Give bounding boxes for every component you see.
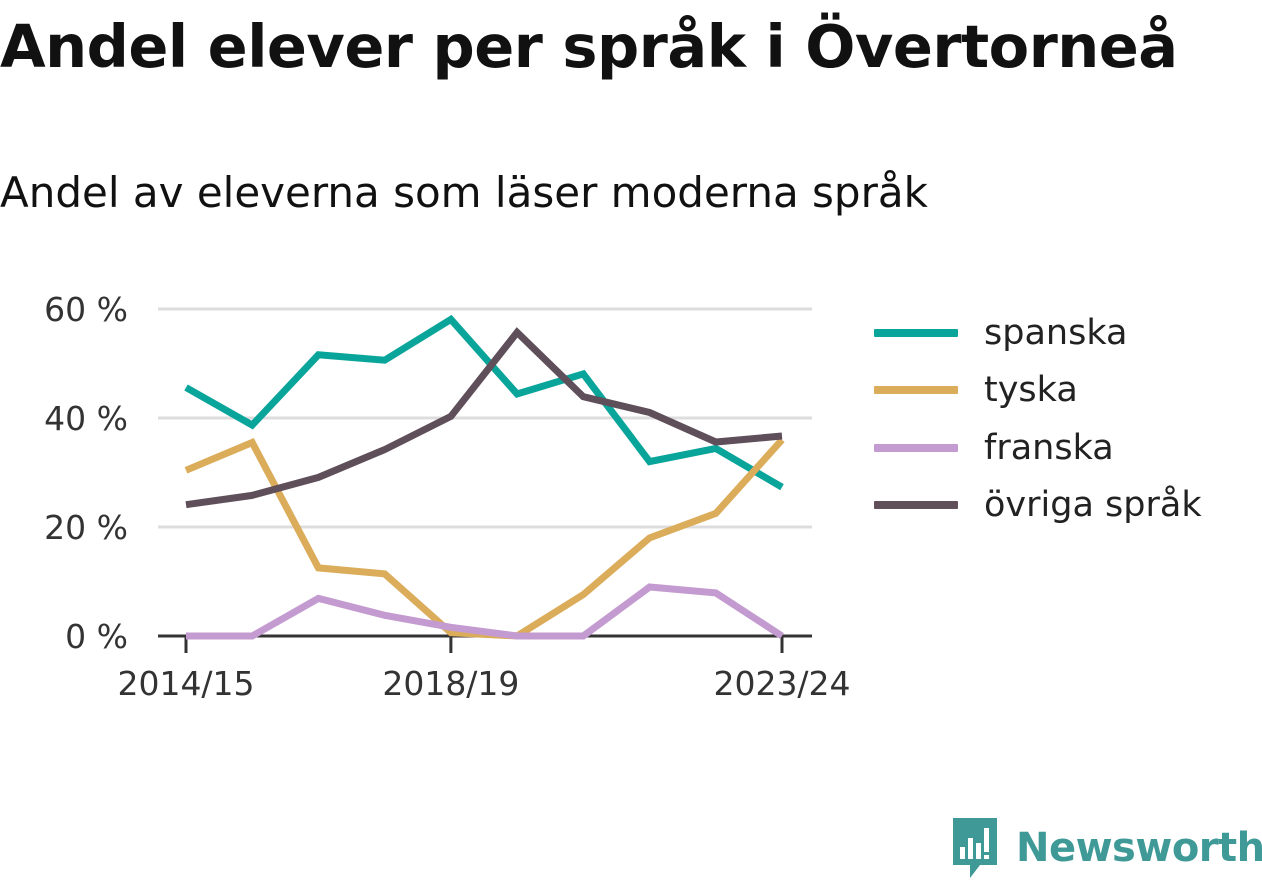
- newsworthy-logo-icon: [953, 818, 997, 878]
- series-lines: [184, 314, 785, 640]
- chart-subtitle: Andel av eleverna som läser moderna språ…: [0, 168, 928, 217]
- series-line-övriga-språk: [185, 327, 783, 509]
- y-tick-label: 20 %: [44, 508, 128, 547]
- y-tick-label: 60 %: [44, 290, 128, 329]
- x-axis: [158, 634, 812, 653]
- chart-title: Andel elever per språk i Övertorneå: [0, 12, 1178, 81]
- legend-item: övriga språk: [874, 477, 1202, 535]
- y-axis-labels: 0 % 20 % 40 % 60 %: [44, 290, 128, 656]
- line-chart: 0 % 20 % 40 % 60 % 2014/15 2018/19 2023/24: [44, 290, 850, 703]
- legend-label: spanska: [984, 312, 1128, 353]
- y-tick-label: 40 %: [44, 399, 128, 438]
- x-tick-label: 2018/19: [382, 664, 519, 703]
- newsworthy-brand: Newsworthy: [950, 816, 1262, 880]
- x-axis-labels: 2014/15 2018/19 2023/24: [117, 664, 850, 703]
- series-line-franska: [186, 583, 784, 640]
- legend-item: tyska: [874, 362, 1202, 420]
- chart-legend: spanska tyska franska övriga språk: [874, 304, 1202, 534]
- grid-lines: [158, 307, 812, 529]
- legend-swatch: [874, 328, 958, 337]
- legend-label: övriga språk: [984, 485, 1202, 526]
- legend-item: franska: [874, 419, 1202, 477]
- legend-swatch: [874, 386, 958, 395]
- legend-label: tyska: [984, 370, 1078, 411]
- series-line-spanska: [184, 314, 784, 491]
- x-tick-label: 2014/15: [117, 664, 254, 703]
- legend-label: franska: [984, 427, 1114, 468]
- y-tick-label: 0 %: [65, 617, 128, 656]
- legend-swatch: [874, 501, 958, 510]
- legend-item: spanska: [874, 304, 1202, 362]
- brand-name: Newsworthy: [1016, 825, 1262, 871]
- legend-swatch: [874, 443, 958, 452]
- x-tick-label: 2023/24: [713, 664, 850, 703]
- series-line-tyska: [184, 437, 785, 640]
